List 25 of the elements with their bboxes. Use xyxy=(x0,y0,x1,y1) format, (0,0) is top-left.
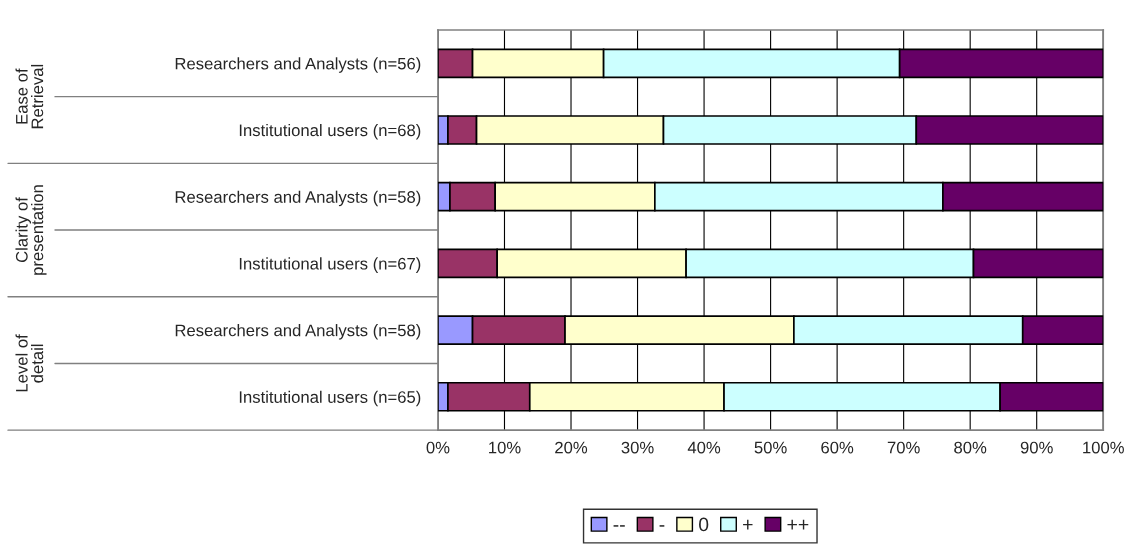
y-tick-label: Researchers and Analysts (n=58) xyxy=(175,324,421,340)
x-tick-label: 60% xyxy=(821,441,854,454)
legend-label: - xyxy=(659,525,665,527)
legend-label: 0 xyxy=(699,517,709,532)
y-tick-label: Institutional users (n=65) xyxy=(239,390,421,407)
x-tick-label: 0% xyxy=(426,441,450,454)
x-tick-label: 40% xyxy=(687,441,721,454)
x-tick-label: 90% xyxy=(1020,441,1053,454)
x-tick-label: 100% xyxy=(1083,441,1124,454)
y-tick-label: Institutional users (n=68) xyxy=(239,123,421,140)
x-tick-label: 50% xyxy=(754,441,787,454)
x-tick-label: 20% xyxy=(555,441,588,454)
text: Ease of Retrieval xyxy=(15,64,44,129)
y-tick-label: Researchers and Analysts (n=58) xyxy=(175,190,421,207)
x-tick-label: 10% xyxy=(489,441,521,454)
text: Clarity of presentation xyxy=(15,185,47,275)
y-tick-label: Institutional users (n=67) xyxy=(239,257,421,273)
y-tick-label: Researchers and Analysts (n=56) xyxy=(175,57,421,73)
text: Level of detail xyxy=(15,334,44,392)
legend-label: ++ xyxy=(787,519,809,530)
x-tick-label: 80% xyxy=(954,441,987,454)
legend-label: -- xyxy=(613,525,625,527)
legend-label: + xyxy=(743,519,753,530)
x-tick-label: 30% xyxy=(621,441,654,454)
x-tick-label: 70% xyxy=(887,441,920,454)
